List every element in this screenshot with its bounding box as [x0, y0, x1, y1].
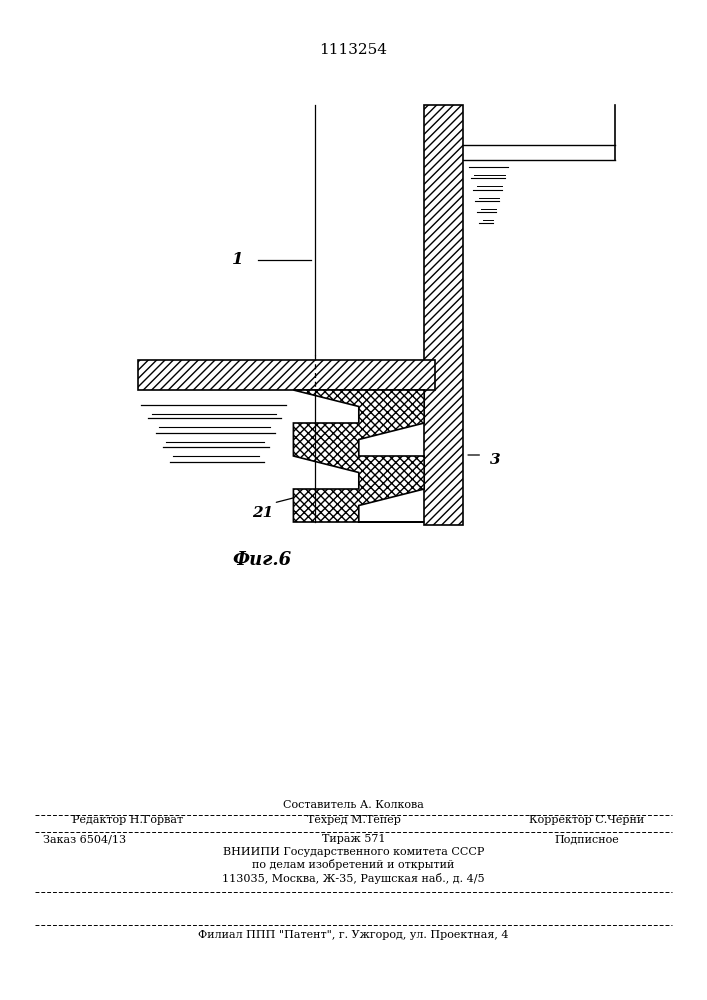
Text: 1: 1	[233, 251, 244, 268]
Text: 1113254: 1113254	[320, 43, 387, 57]
Text: Корректор С.Черни: Корректор С.Черни	[529, 815, 645, 825]
Polygon shape	[293, 390, 424, 522]
Text: Тираж 571: Тираж 571	[322, 834, 385, 844]
Text: Составитель А. Колкова: Составитель А. Колкова	[283, 800, 424, 810]
Text: 113035, Москва, Ж-35, Раушская наб., д. 4/5: 113035, Москва, Ж-35, Раушская наб., д. …	[222, 872, 485, 884]
Text: Филиал ППП "Патент", г. Ужгород, ул. Проектная, 4: Филиал ППП "Патент", г. Ужгород, ул. Про…	[198, 930, 509, 940]
Text: Фиг.6: Фиг.6	[232, 551, 291, 569]
Text: Заказ 6504/13: Заказ 6504/13	[43, 834, 127, 844]
Bar	[424, 105, 463, 525]
Text: 21: 21	[252, 506, 274, 520]
Text: Подписное: Подписное	[554, 834, 619, 844]
Text: по делам изобретений и открытий: по делам изобретений и открытий	[252, 859, 455, 870]
Text: ВНИИПИ Государственного комитета СССР: ВНИИПИ Государственного комитета СССР	[223, 847, 484, 857]
Bar	[424, 105, 463, 525]
Text: Редактор Н.Горват: Редактор Н.Горват	[71, 815, 183, 825]
Text: 18: 18	[186, 365, 207, 379]
Text: Техред М.Тепер: Техред М.Тепер	[307, 815, 400, 825]
Bar	[138, 360, 435, 390]
Bar	[138, 360, 435, 390]
Text: 3: 3	[489, 453, 501, 467]
